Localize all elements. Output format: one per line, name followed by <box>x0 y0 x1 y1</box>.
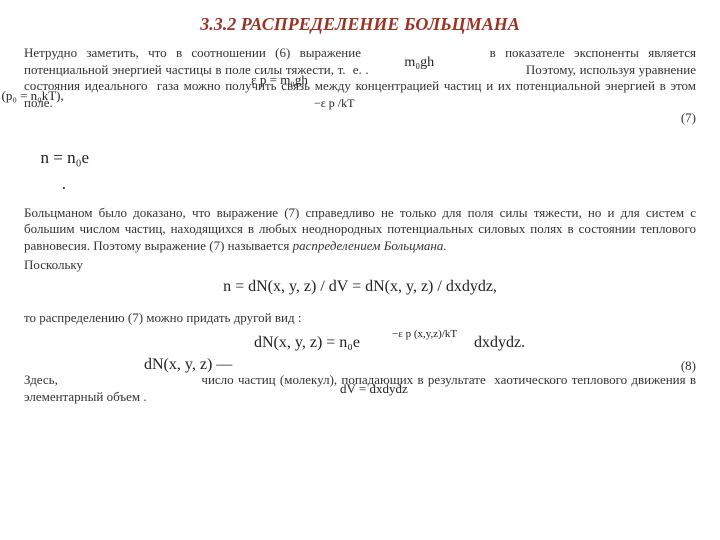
p2-poskolku: Поскольку <box>24 257 696 274</box>
distribution-name: распределением Больцмана. <box>293 238 447 253</box>
eq7-lhs: n = n₀e <box>41 148 90 167</box>
p4-text-a: Здесь, <box>24 372 58 387</box>
eq7-exp: −ε p /kT <box>314 96 354 111</box>
eq7-number: (7) <box>681 110 696 126</box>
equation-n-def: n = dN(x, y, z) / dV = dN(x, y, z) / dxd… <box>24 277 696 297</box>
overlay-dv: dV = dxdydz <box>340 381 408 398</box>
overlay-p-nkt: p = nkT (p₀ = n₀kT), <box>0 88 64 105</box>
overlay-eps-eq-mgh: ε p = m₀gh <box>251 72 308 89</box>
eq8-exp: −ε p (x,y,z)/kT <box>392 328 457 340</box>
overlay-m0gh: m₀gh <box>404 54 434 72</box>
eq8-rhs: dxdydz. <box>474 334 525 352</box>
paragraph-4: Здесь, число частиц (молекул), попадающи… <box>24 372 696 405</box>
p1-text-a: Нетрудно заметить, что в соотношении (6)… <box>24 45 361 60</box>
eq8-lhs: dN(x, y, z) = n₀e <box>254 334 360 352</box>
paragraph-1: Нетрудно заметить, что в соотношении (6)… <box>24 45 696 112</box>
equation-7: n = n₀e . <box>32 126 696 191</box>
paragraph-2: Больцманом было доказано, что выражение … <box>24 205 696 255</box>
p1-text-c: е. . <box>353 62 369 77</box>
section-title: 3.3.2 РАСПРЕДЕЛЕНИЕ БОЛЬЦМАНА <box>24 14 696 35</box>
paragraph-3: то распределению (7) можно придать друго… <box>24 310 696 327</box>
